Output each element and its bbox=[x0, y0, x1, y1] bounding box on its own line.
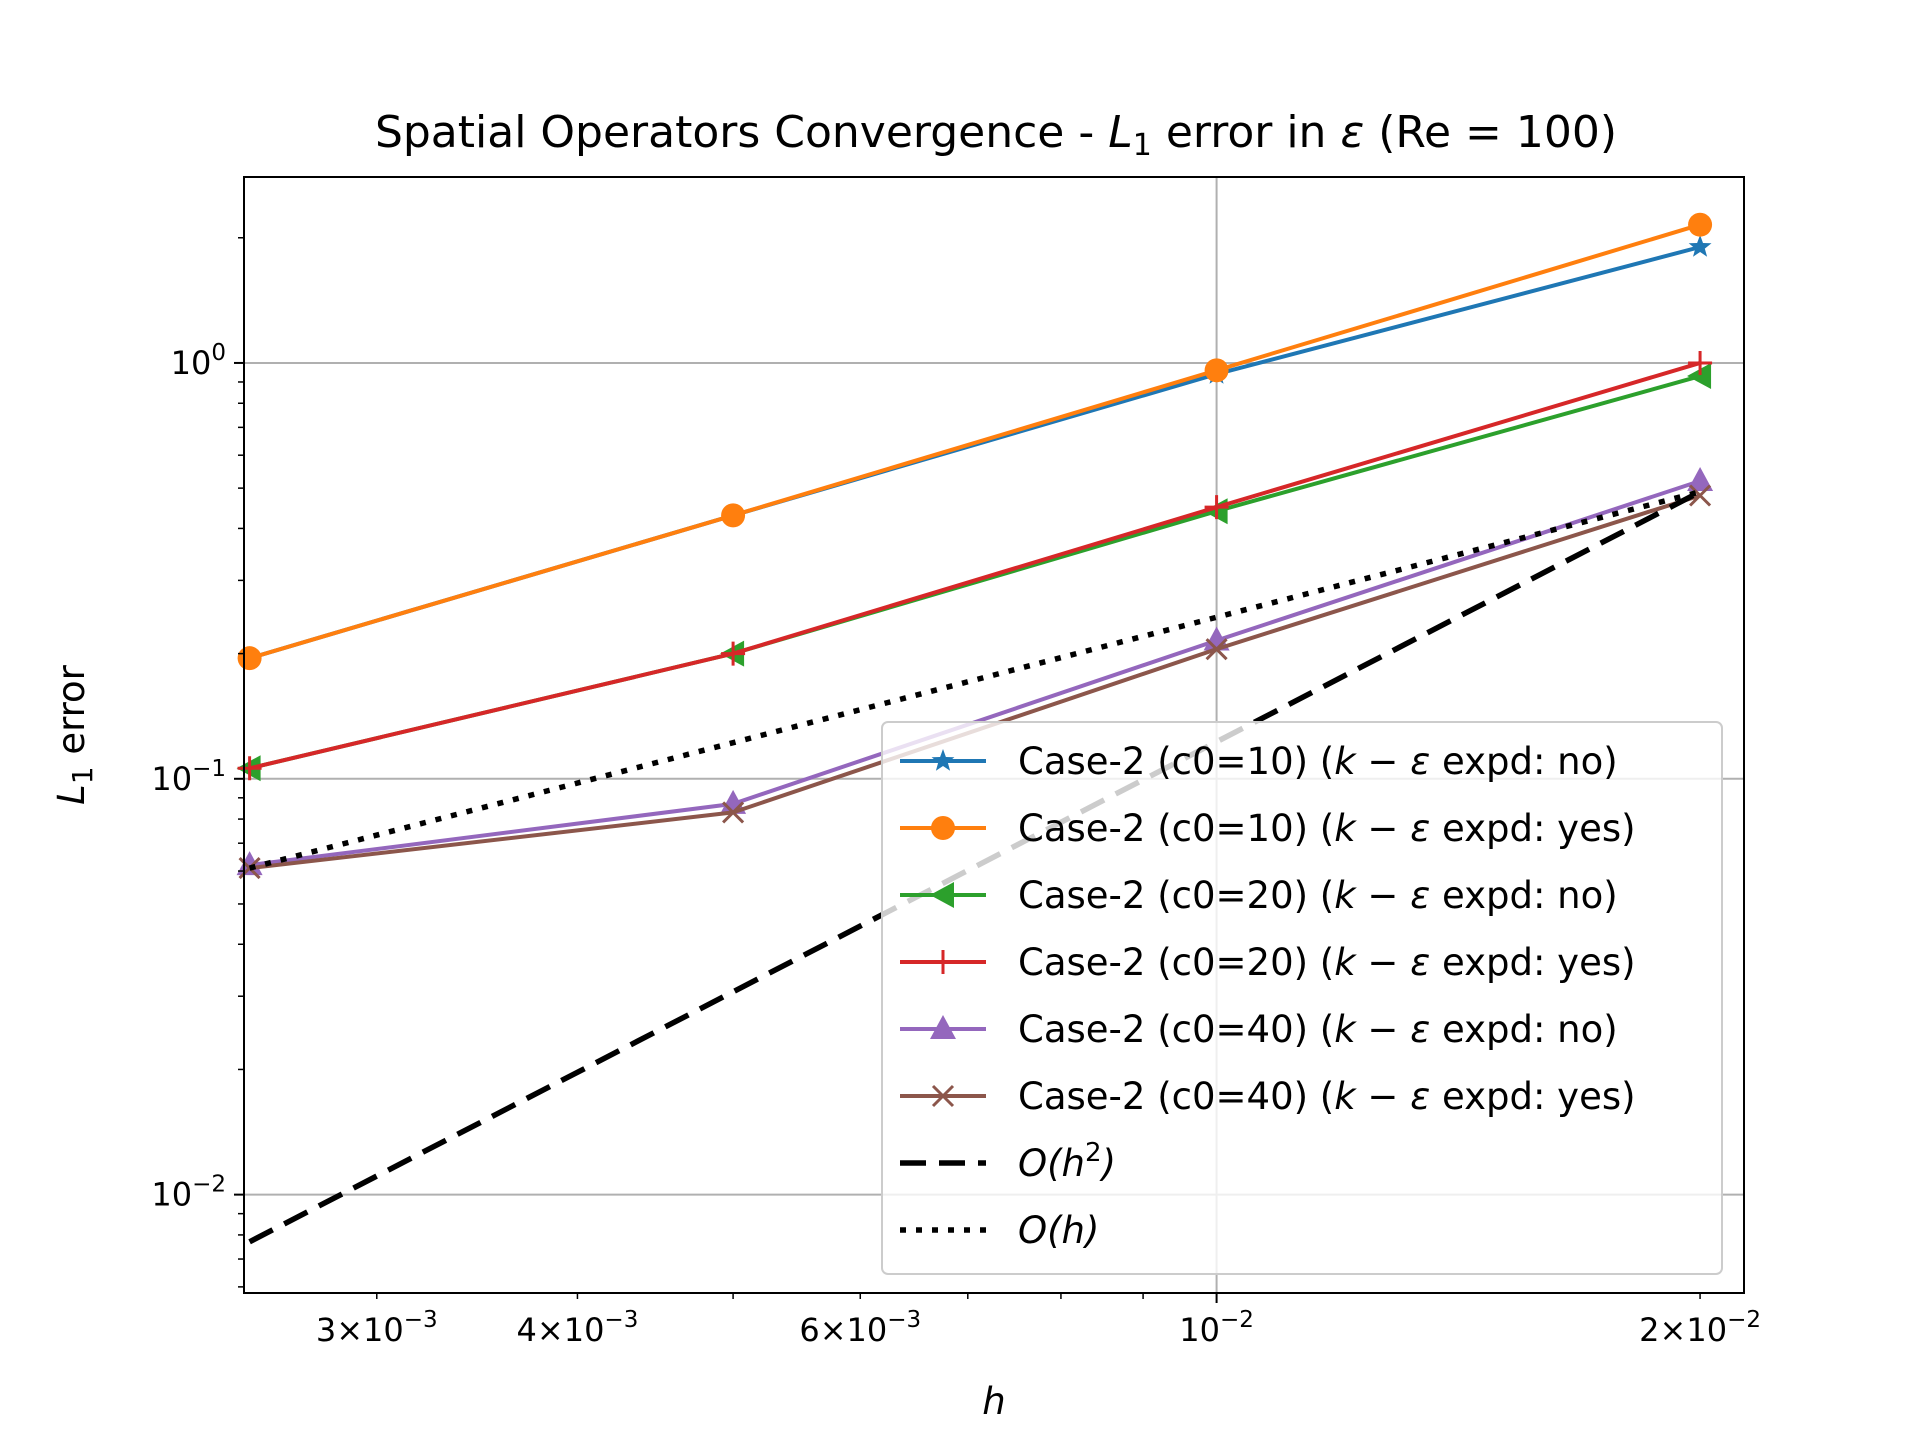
x-tick-label: 10−2 bbox=[1179, 1307, 1254, 1349]
legend-entry: Case-2 (c0=20) (k − ε expd: no) bbox=[900, 874, 1618, 917]
legend-entry: O(h2) bbox=[900, 1138, 1116, 1185]
title-tail: (Re = 100) bbox=[1364, 107, 1617, 158]
legend: Case-2 (c0=10) (k − ε expd: no) Case-2 (c… bbox=[881, 721, 1723, 1275]
legend-entries: Case-2 (c0=10) (k − ε expd: no) Case-2 (c… bbox=[900, 740, 1636, 1252]
legend-entry: O(h) bbox=[900, 1209, 1099, 1252]
data-point bbox=[1205, 638, 1228, 661]
legend-label: Case-2 (c0=20) (k − ε expd: yes) bbox=[1018, 941, 1636, 984]
legend-entry: Case-2 (c0=10) (k − ε expd: yes) bbox=[900, 807, 1636, 850]
legend-entry: Case-2 (c0=20) (k − ε expd: yes) bbox=[900, 941, 1636, 984]
title-mid: error in bbox=[1152, 107, 1341, 158]
x-tick-label: 4×10−3 bbox=[517, 1307, 639, 1349]
series-8 bbox=[248, 489, 1701, 871]
y-label-tail: error bbox=[50, 664, 93, 766]
legend-label: Case-2 (c0=10) (k − ε expd: yes) bbox=[1018, 807, 1636, 850]
series-line bbox=[248, 489, 1701, 871]
legend-marker bbox=[930, 882, 954, 908]
y-tick-label: 10−1 bbox=[151, 756, 226, 798]
data-point bbox=[1689, 484, 1712, 507]
legend-label: O(h) bbox=[1018, 1209, 1099, 1252]
plot-frame bbox=[243, 176, 1745, 1294]
data-point bbox=[1204, 358, 1229, 383]
x-tick-label: 2×10−2 bbox=[1639, 1307, 1761, 1349]
data-point bbox=[1687, 363, 1712, 390]
chart-title: Spatial Operators Convergence - L1 error… bbox=[375, 107, 1617, 163]
series-2 bbox=[237, 212, 1713, 671]
y-label-sub: 1 bbox=[66, 766, 99, 784]
y-tick-label: 10−2 bbox=[151, 1172, 226, 1214]
title-metric-sub: 1 bbox=[1133, 128, 1152, 163]
data-point bbox=[1204, 495, 1229, 520]
data-point bbox=[1688, 235, 1712, 257]
legend-label: O(h2) bbox=[1018, 1138, 1116, 1185]
legend-marker bbox=[931, 816, 955, 840]
y-label-main: L bbox=[50, 784, 93, 805]
y-axis-label: L1 error bbox=[50, 664, 99, 805]
series-line bbox=[249, 222, 1701, 661]
legend-entry: Case-2 (c0=40) (k − ε expd: no) bbox=[900, 1008, 1618, 1051]
data-point bbox=[722, 801, 745, 824]
title-metric: L bbox=[1108, 107, 1133, 158]
data-point bbox=[1687, 467, 1714, 492]
legend-box bbox=[881, 721, 1723, 1275]
title-main: Spatial Operators Convergence - bbox=[375, 107, 1108, 158]
data-point bbox=[721, 641, 746, 666]
legend-label: Case-2 (c0=40) (k − ε expd: no) bbox=[1018, 1008, 1618, 1051]
legend-entry: Case-2 (c0=40) (k − ε expd: yes) bbox=[900, 1075, 1636, 1118]
legend-label: Case-2 (c0=10) (k − ε expd: no) bbox=[1018, 740, 1618, 783]
x-tick-label: 6×10−3 bbox=[799, 1307, 921, 1349]
title-quantity: ε bbox=[1340, 107, 1364, 158]
legend-marker bbox=[931, 950, 955, 974]
ticks: 3×10−3 4×10−3 6×10−3 10−2 2×10−2 10−2 10−1 100 bbox=[151, 237, 1761, 1349]
data-point bbox=[1688, 212, 1713, 237]
series-4 bbox=[237, 350, 1713, 781]
legend-label: Case-2 (c0=20) (k − ε expd: no) bbox=[1018, 874, 1618, 917]
legend-marker bbox=[931, 749, 955, 771]
series-line bbox=[249, 360, 1701, 771]
data-point bbox=[721, 503, 746, 528]
legend-entry: Case-2 (c0=10) (k − ε expd: no) bbox=[900, 740, 1618, 783]
legend-label: Case-2 (c0=40) (k − ε expd: yes) bbox=[1018, 1075, 1636, 1118]
legend-marker bbox=[931, 1084, 955, 1108]
y-tick-label: 100 bbox=[171, 340, 226, 382]
x-tick-label: 3×10−3 bbox=[316, 1307, 438, 1349]
data-point bbox=[237, 756, 262, 781]
data-point bbox=[237, 646, 262, 671]
legend-marker bbox=[930, 1015, 956, 1039]
x-axis-label: h bbox=[982, 1380, 1005, 1423]
data-point bbox=[1688, 350, 1713, 375]
